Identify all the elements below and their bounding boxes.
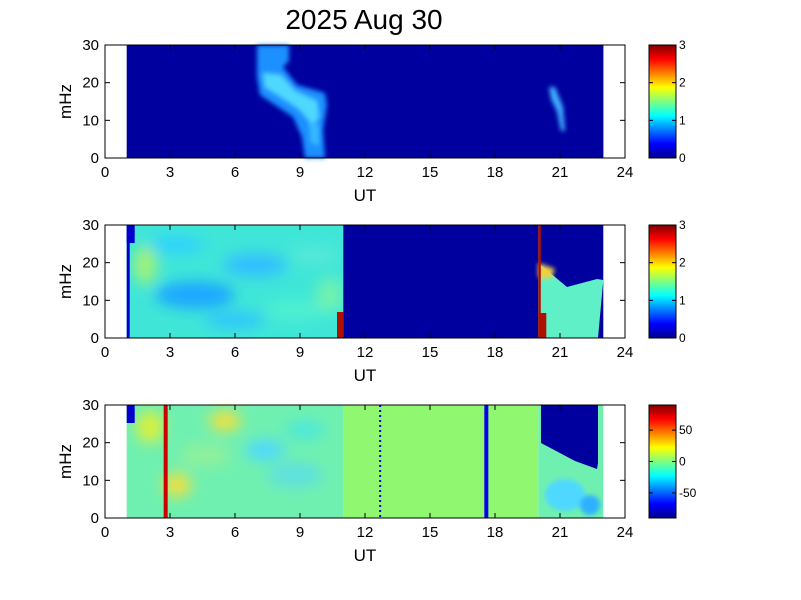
- panel-1-colorbar-ticks: 0 1 2 3: [649, 38, 686, 165]
- panel-2-ylabel: mHz: [56, 264, 75, 299]
- y-tick-label: 20: [82, 75, 99, 92]
- x-tick-label: 21: [552, 524, 569, 541]
- panel-2-colorbar-fill: [648, 224, 677, 339]
- panel-3-left-gap: [126, 405, 135, 423]
- x-tick-label: 9: [296, 164, 304, 181]
- x-tick-label: 6: [231, 344, 239, 361]
- panel-2-xlabel: UT: [354, 366, 377, 385]
- y-tick-label: 30: [82, 397, 99, 414]
- panel-1-data-field: [126, 45, 604, 158]
- panel-2-left-edge: [126, 225, 130, 338]
- panel-3-right-dark: [541, 405, 598, 469]
- panel-2-y-ticks: 0 10 20 30: [82, 217, 625, 347]
- y-tick-label: 0: [91, 150, 99, 167]
- x-tick-label: 24: [617, 524, 634, 541]
- panel-3-xlabel: UT: [354, 546, 377, 565]
- colorbar-tick-label: 1: [679, 113, 686, 127]
- colorbar-tick-label: -50: [679, 486, 697, 500]
- panel-3: 0 3 6 9 12 15 18 21 24 0 10 20 30 UT mHz 50 0 -50: [56, 397, 697, 565]
- colorbar-tick-label: 2: [679, 256, 686, 270]
- x-tick-label: 15: [422, 524, 439, 541]
- line-mark: [484, 405, 489, 518]
- x-tick-label: 3: [166, 164, 174, 181]
- panel-3-lines: [163, 405, 489, 518]
- panel-1-x-ticks: 0 3 6 9 12 15 18 21 24: [101, 45, 634, 181]
- y-tick-label: 20: [82, 255, 99, 272]
- x-tick-label: 24: [617, 164, 634, 181]
- y-tick-label: 30: [82, 217, 99, 234]
- x-tick-label: 12: [357, 344, 374, 361]
- panel-2-plot-area: 0 3 6 9 12 15 18 21 24 0 10 20 30: [82, 217, 633, 361]
- panel-3-colorbar-ticks: 50 0 -50: [649, 423, 697, 500]
- panel-3-colorbar: 50 0 -50: [648, 404, 697, 519]
- colorbar-tick-label: 0: [679, 331, 686, 345]
- x-tick-label: 0: [101, 524, 109, 541]
- y-tick-label: 10: [82, 112, 99, 129]
- colorbar-tick-label: 0: [679, 151, 686, 165]
- x-tick-label: 18: [487, 164, 504, 181]
- panel-1-y-ticks: 0 10 20 30: [82, 37, 625, 167]
- colorbar-tick-label: 3: [679, 38, 686, 52]
- panel-3-x-ticks: 0 3 6 9 12 15 18 21 24: [101, 405, 634, 541]
- y-tick-label: 20: [82, 435, 99, 452]
- panel-3-middle-block: [343, 405, 539, 518]
- y-tick-label: 10: [82, 292, 99, 309]
- panel-2-colorbar-ticks: 0 1 2 3: [649, 218, 686, 345]
- x-tick-label: 6: [231, 164, 239, 181]
- x-tick-label: 9: [296, 344, 304, 361]
- x-tick-label: 21: [552, 164, 569, 181]
- line-mark: [163, 405, 168, 518]
- figure-title: 2025 Aug 30: [285, 4, 442, 35]
- panel-2-right-block: [538, 263, 604, 338]
- panel-1-ridge-2: [549, 87, 565, 131]
- panel-3-y-ticks: 0 10 20 30: [82, 397, 625, 527]
- panel-1-ylabel: mHz: [56, 84, 75, 119]
- x-tick-label: 9: [296, 524, 304, 541]
- x-tick-label: 15: [422, 344, 439, 361]
- x-tick-label: 12: [357, 164, 374, 181]
- panel-2-spike-2-base: [538, 313, 547, 338]
- y-tick-label: 0: [91, 510, 99, 527]
- panel-1-colorbar: 0 1 2 3: [648, 38, 686, 165]
- y-tick-label: 0: [91, 330, 99, 347]
- x-tick-label: 18: [487, 524, 504, 541]
- x-tick-label: 6: [231, 524, 239, 541]
- x-tick-label: 21: [552, 344, 569, 361]
- y-tick-label: 30: [82, 37, 99, 54]
- panel-3-left-texture: [136, 411, 325, 497]
- colorbar-tick-label: 50: [679, 423, 693, 437]
- panel-2-spike-1: [337, 312, 344, 338]
- panel-3-colorbar-fill: [648, 404, 677, 519]
- panel-3-right-texture: [545, 479, 600, 515]
- x-tick-label: 12: [357, 524, 374, 541]
- panel-3-plot-area: 0 3 6 9 12 15 18 21 24 0 10 20 30: [82, 397, 633, 541]
- x-tick-label: 3: [166, 524, 174, 541]
- panel-2-right-edge-yellow: [538, 263, 555, 279]
- panel-1-plot-area: 0 3 6 9 12 15 18 21 24 0 10 20 30: [82, 37, 633, 181]
- y-tick-label: 10: [82, 472, 99, 489]
- panel-2-left-texture: [133, 237, 344, 328]
- panel-2-spike-2: [538, 225, 541, 338]
- panel-1-xlabel: UT: [354, 186, 377, 205]
- x-tick-label: 18: [487, 344, 504, 361]
- x-tick-label: 15: [422, 164, 439, 181]
- colorbar-tick-label: 2: [679, 76, 686, 90]
- x-tick-label: 3: [166, 344, 174, 361]
- panel-1-colorbar-fill: [648, 44, 677, 159]
- panel-2-middle-block: [343, 225, 539, 338]
- panel-1-ridge-1: [257, 45, 327, 158]
- x-tick-label: 24: [617, 344, 634, 361]
- panel-2-x-ticks: 0 3 6 9 12 15 18 21 24: [101, 225, 634, 361]
- colorbar-tick-label: 3: [679, 218, 686, 232]
- panel-2-colorbar: 0 1 2 3: [648, 218, 686, 345]
- colorbar-tick-label: 1: [679, 293, 686, 307]
- x-tick-label: 0: [101, 344, 109, 361]
- x-tick-label: 0: [101, 164, 109, 181]
- colorbar-tick-label: 0: [679, 455, 686, 469]
- panel-3-ylabel: mHz: [56, 444, 75, 479]
- panel-2-left-gap: [126, 225, 135, 243]
